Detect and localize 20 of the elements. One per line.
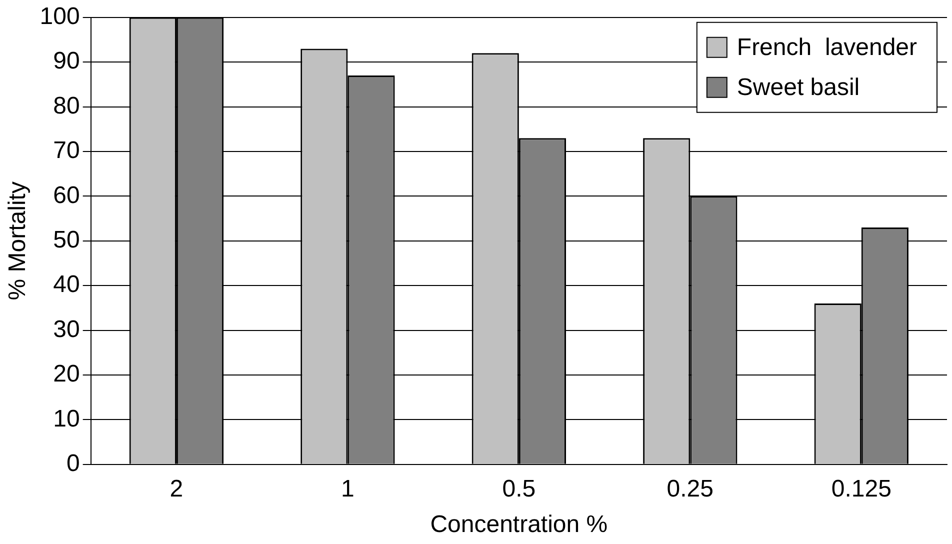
y-tick-label: 0	[66, 450, 80, 478]
y-tick-label: 60	[53, 182, 80, 209]
y-tick-label: 40	[53, 271, 80, 298]
y-tick-label: 20	[53, 360, 80, 388]
y-tick-label: 80	[53, 92, 80, 120]
legend-label: French lavender	[736, 34, 918, 62]
y-tick-label: 90	[53, 48, 80, 75]
legend-label: Sweet basil	[736, 74, 860, 102]
x-tick-label: 0.25	[666, 475, 714, 502]
x-axis-title: Concentration %	[430, 511, 608, 538]
x-tick-label: 0.125	[831, 475, 892, 502]
y-tick-label: 50	[53, 226, 80, 254]
y-tick-label: 70	[53, 137, 80, 164]
x-tick-label: 1	[341, 475, 354, 502]
y-axis-title: % Mortality	[4, 182, 32, 300]
y-tick-label: 100	[40, 3, 80, 30]
x-tick-label: 0.5	[502, 475, 536, 502]
y-tick-label: 30	[53, 316, 80, 343]
y-tick-label: 10	[53, 405, 80, 432]
x-tick-label: 2	[170, 475, 184, 502]
